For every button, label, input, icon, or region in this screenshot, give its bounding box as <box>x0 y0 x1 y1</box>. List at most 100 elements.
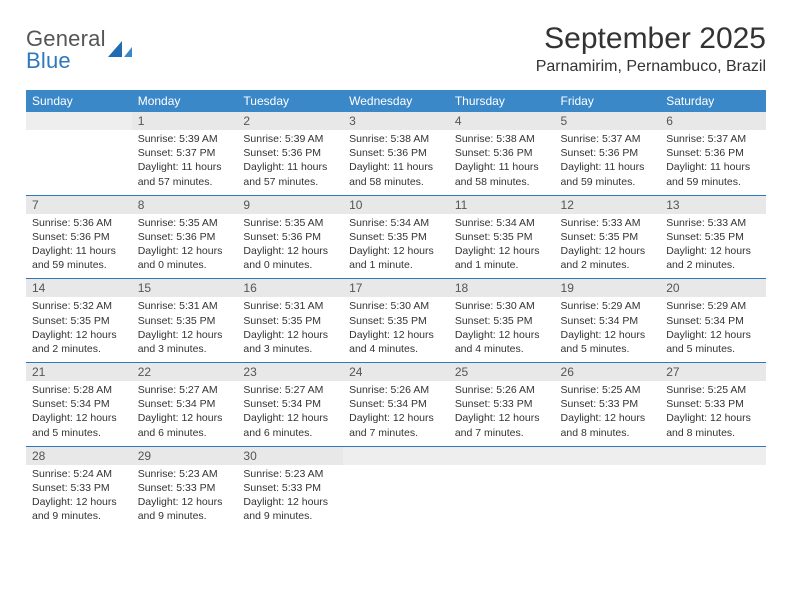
day-number: 9 <box>237 196 343 214</box>
sunrise-text: Sunrise: 5:31 AM <box>243 299 337 313</box>
day-number: 21 <box>26 363 132 381</box>
sunset-text: Sunset: 5:36 PM <box>666 146 760 160</box>
day-details: Sunrise: 5:27 AMSunset: 5:34 PMDaylight:… <box>132 381 238 446</box>
weekday-monday: Monday <box>132 90 238 112</box>
day-details: Sunrise: 5:37 AMSunset: 5:36 PMDaylight:… <box>555 130 661 195</box>
sunrise-text: Sunrise: 5:28 AM <box>32 383 126 397</box>
title-block: September 2025 Parnamirim, Pernambuco, B… <box>536 22 766 76</box>
sunset-text: Sunset: 5:34 PM <box>561 314 655 328</box>
weekday-friday: Friday <box>555 90 661 112</box>
day-number: 8 <box>132 196 238 214</box>
sunset-text: Sunset: 5:35 PM <box>666 230 760 244</box>
day-number: 11 <box>449 196 555 214</box>
sunset-text: Sunset: 5:33 PM <box>666 397 760 411</box>
daylight-text: Daylight: 12 hours and 1 minute. <box>349 244 443 272</box>
calendar-day-cell: 26Sunrise: 5:25 AMSunset: 5:33 PMDayligh… <box>555 363 661 447</box>
logo: General Blue <box>26 28 134 72</box>
daylight-text: Daylight: 12 hours and 3 minutes. <box>138 328 232 356</box>
calendar-day-cell: 17Sunrise: 5:30 AMSunset: 5:35 PMDayligh… <box>343 279 449 363</box>
sunrise-text: Sunrise: 5:33 AM <box>561 216 655 230</box>
daylight-text: Daylight: 12 hours and 6 minutes. <box>138 411 232 439</box>
sunrise-text: Sunrise: 5:35 AM <box>138 216 232 230</box>
day-number: 26 <box>555 363 661 381</box>
sunrise-text: Sunrise: 5:33 AM <box>666 216 760 230</box>
sunset-text: Sunset: 5:35 PM <box>32 314 126 328</box>
day-details: Sunrise: 5:36 AMSunset: 5:36 PMDaylight:… <box>26 214 132 279</box>
daylight-text: Daylight: 12 hours and 2 minutes. <box>32 328 126 356</box>
sunset-text: Sunset: 5:33 PM <box>243 481 337 495</box>
day-details: Sunrise: 5:39 AMSunset: 5:36 PMDaylight:… <box>237 130 343 195</box>
sunset-text: Sunset: 5:36 PM <box>243 146 337 160</box>
calendar-day-cell: 9Sunrise: 5:35 AMSunset: 5:36 PMDaylight… <box>237 195 343 279</box>
logo-text: General Blue <box>26 28 106 72</box>
sunset-text: Sunset: 5:36 PM <box>32 230 126 244</box>
day-number: 12 <box>555 196 661 214</box>
day-number: 3 <box>343 112 449 130</box>
calendar-week-row: 28Sunrise: 5:24 AMSunset: 5:33 PMDayligh… <box>26 446 766 529</box>
daylight-text: Daylight: 11 hours and 57 minutes. <box>243 160 337 188</box>
sunset-text: Sunset: 5:36 PM <box>349 146 443 160</box>
day-number: 5 <box>555 112 661 130</box>
calendar-day-cell: 13Sunrise: 5:33 AMSunset: 5:35 PMDayligh… <box>660 195 766 279</box>
sunset-text: Sunset: 5:35 PM <box>243 314 337 328</box>
calendar-day-cell: 12Sunrise: 5:33 AMSunset: 5:35 PMDayligh… <box>555 195 661 279</box>
day-details: Sunrise: 5:30 AMSunset: 5:35 PMDaylight:… <box>449 297 555 362</box>
day-number: 14 <box>26 279 132 297</box>
daylight-text: Daylight: 11 hours and 59 minutes. <box>561 160 655 188</box>
day-number: 7 <box>26 196 132 214</box>
sunrise-text: Sunrise: 5:39 AM <box>243 132 337 146</box>
day-details: Sunrise: 5:37 AMSunset: 5:36 PMDaylight:… <box>660 130 766 195</box>
day-details: Sunrise: 5:38 AMSunset: 5:36 PMDaylight:… <box>449 130 555 195</box>
calendar-day-cell: 14Sunrise: 5:32 AMSunset: 5:35 PMDayligh… <box>26 279 132 363</box>
sunrise-text: Sunrise: 5:38 AM <box>455 132 549 146</box>
sunrise-text: Sunrise: 5:26 AM <box>455 383 549 397</box>
day-details: Sunrise: 5:23 AMSunset: 5:33 PMDaylight:… <box>132 465 238 530</box>
sunrise-text: Sunrise: 5:37 AM <box>561 132 655 146</box>
calendar-week-row: 21Sunrise: 5:28 AMSunset: 5:34 PMDayligh… <box>26 363 766 447</box>
calendar-day-cell: 3Sunrise: 5:38 AMSunset: 5:36 PMDaylight… <box>343 112 449 195</box>
day-number <box>343 447 449 465</box>
calendar-day-cell <box>449 446 555 529</box>
calendar-day-cell: 15Sunrise: 5:31 AMSunset: 5:35 PMDayligh… <box>132 279 238 363</box>
sunset-text: Sunset: 5:35 PM <box>455 230 549 244</box>
day-number: 4 <box>449 112 555 130</box>
day-details: Sunrise: 5:28 AMSunset: 5:34 PMDaylight:… <box>26 381 132 446</box>
day-details <box>26 130 132 188</box>
daylight-text: Daylight: 12 hours and 8 minutes. <box>561 411 655 439</box>
day-number: 28 <box>26 447 132 465</box>
location: Parnamirim, Pernambuco, Brazil <box>536 58 766 76</box>
calendar-day-cell: 11Sunrise: 5:34 AMSunset: 5:35 PMDayligh… <box>449 195 555 279</box>
sunset-text: Sunset: 5:34 PM <box>32 397 126 411</box>
day-details: Sunrise: 5:39 AMSunset: 5:37 PMDaylight:… <box>132 130 238 195</box>
sunset-text: Sunset: 5:35 PM <box>138 314 232 328</box>
day-number: 22 <box>132 363 238 381</box>
header: General Blue September 2025 Parnamirim, … <box>26 22 766 76</box>
day-details: Sunrise: 5:29 AMSunset: 5:34 PMDaylight:… <box>555 297 661 362</box>
calendar-day-cell: 1Sunrise: 5:39 AMSunset: 5:37 PMDaylight… <box>132 112 238 195</box>
daylight-text: Daylight: 12 hours and 4 minutes. <box>455 328 549 356</box>
sunset-text: Sunset: 5:36 PM <box>243 230 337 244</box>
daylight-text: Daylight: 12 hours and 9 minutes. <box>32 495 126 523</box>
day-number: 17 <box>343 279 449 297</box>
calendar-body: 1Sunrise: 5:39 AMSunset: 5:37 PMDaylight… <box>26 112 766 529</box>
daylight-text: Daylight: 12 hours and 5 minutes. <box>561 328 655 356</box>
daylight-text: Daylight: 11 hours and 58 minutes. <box>455 160 549 188</box>
sunrise-text: Sunrise: 5:39 AM <box>138 132 232 146</box>
day-number: 6 <box>660 112 766 130</box>
sunset-text: Sunset: 5:36 PM <box>561 146 655 160</box>
calendar-day-cell: 21Sunrise: 5:28 AMSunset: 5:34 PMDayligh… <box>26 363 132 447</box>
day-details: Sunrise: 5:30 AMSunset: 5:35 PMDaylight:… <box>343 297 449 362</box>
day-details: Sunrise: 5:31 AMSunset: 5:35 PMDaylight:… <box>237 297 343 362</box>
day-number <box>449 447 555 465</box>
day-details <box>660 465 766 523</box>
sunrise-text: Sunrise: 5:27 AM <box>138 383 232 397</box>
sunset-text: Sunset: 5:33 PM <box>32 481 126 495</box>
daylight-text: Daylight: 12 hours and 4 minutes. <box>349 328 443 356</box>
sunset-text: Sunset: 5:37 PM <box>138 146 232 160</box>
day-number: 27 <box>660 363 766 381</box>
weekday-sunday: Sunday <box>26 90 132 112</box>
calendar-day-cell: 20Sunrise: 5:29 AMSunset: 5:34 PMDayligh… <box>660 279 766 363</box>
day-details: Sunrise: 5:31 AMSunset: 5:35 PMDaylight:… <box>132 297 238 362</box>
daylight-text: Daylight: 11 hours and 59 minutes. <box>32 244 126 272</box>
calendar-day-cell: 30Sunrise: 5:23 AMSunset: 5:33 PMDayligh… <box>237 446 343 529</box>
